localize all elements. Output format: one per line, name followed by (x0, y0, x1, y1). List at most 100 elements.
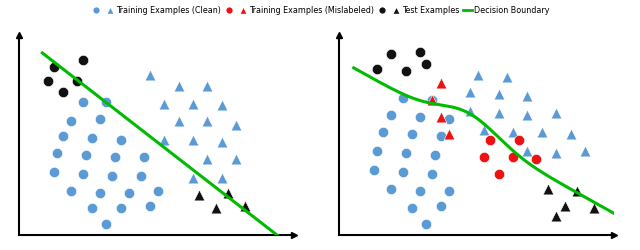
Point (479, 155, 489, 159)
Point (52, 151, 62, 155)
Point (421, 222, 431, 226)
Point (58, 134, 68, 138)
Point (231, 122, 241, 126)
Point (188, 138, 198, 142)
Point (386, 187, 396, 191)
Point (78, 172, 88, 176)
Point (386, 52, 396, 56)
Point (101, 222, 111, 226)
Point (522, 149, 532, 153)
Point (435, 80, 445, 84)
Point (369, 168, 379, 172)
Point (378, 130, 388, 134)
Point (159, 138, 169, 142)
Point (435, 134, 445, 138)
Point (435, 204, 445, 208)
Point (223, 191, 233, 195)
Point (136, 174, 146, 178)
Point (386, 113, 396, 117)
Point (86, 136, 97, 140)
Point (537, 130, 547, 134)
Point (145, 204, 155, 208)
Point (66, 119, 76, 123)
Point (109, 155, 120, 159)
Point (493, 111, 504, 115)
Point (86, 206, 97, 210)
Point (589, 206, 599, 210)
Point (551, 151, 561, 155)
Point (522, 94, 532, 98)
Point (479, 128, 489, 132)
Point (173, 119, 184, 123)
Point (72, 79, 83, 83)
Point (153, 189, 163, 193)
Point (188, 176, 198, 180)
Point (173, 84, 184, 88)
Point (551, 111, 561, 115)
Point (78, 100, 88, 104)
Point (81, 153, 91, 157)
Point (444, 189, 454, 193)
Point (406, 206, 417, 210)
Point (240, 204, 250, 208)
Point (444, 132, 454, 136)
Point (465, 90, 475, 94)
Point (188, 102, 198, 105)
Point (202, 84, 212, 88)
Point (124, 191, 134, 195)
Point (493, 92, 504, 96)
Point (398, 96, 408, 100)
Point (217, 140, 227, 144)
Point (95, 191, 106, 195)
Point (508, 155, 518, 159)
Point (415, 50, 426, 54)
Point (514, 138, 524, 142)
Point (66, 189, 76, 193)
Point (502, 75, 513, 79)
Point (543, 187, 553, 191)
Point (115, 138, 125, 142)
Point (444, 117, 454, 121)
Point (115, 206, 125, 210)
Point (217, 104, 227, 108)
Point (145, 73, 155, 77)
Point (435, 115, 445, 119)
Point (194, 193, 204, 197)
Point (107, 174, 117, 178)
Point (522, 113, 532, 117)
Point (217, 176, 227, 180)
Legend: , Training Examples (Clean), , Training Examples (Mislabeled), , Test Examples, : , Training Examples (Clean), , Training … (90, 4, 550, 16)
Point (580, 149, 591, 153)
Point (372, 67, 382, 71)
Point (427, 172, 437, 176)
Point (566, 132, 576, 136)
Point (159, 102, 169, 105)
Point (406, 132, 417, 136)
Point (484, 138, 495, 142)
Point (78, 58, 88, 62)
Point (49, 170, 59, 174)
Point (421, 62, 431, 66)
Point (473, 73, 483, 77)
Point (139, 155, 149, 159)
Point (49, 66, 59, 70)
Point (202, 157, 212, 161)
Point (58, 90, 68, 94)
Point (211, 206, 221, 210)
Point (427, 98, 437, 102)
Point (401, 69, 411, 73)
Point (202, 119, 212, 123)
Point (493, 172, 504, 176)
Point (415, 115, 426, 119)
Point (560, 204, 570, 208)
Point (95, 117, 106, 121)
Point (465, 109, 475, 113)
Point (415, 189, 426, 193)
Point (372, 149, 382, 153)
Point (231, 157, 241, 161)
Point (43, 79, 53, 83)
Point (398, 170, 408, 174)
Point (401, 151, 411, 155)
Point (101, 100, 111, 104)
Point (572, 189, 582, 193)
